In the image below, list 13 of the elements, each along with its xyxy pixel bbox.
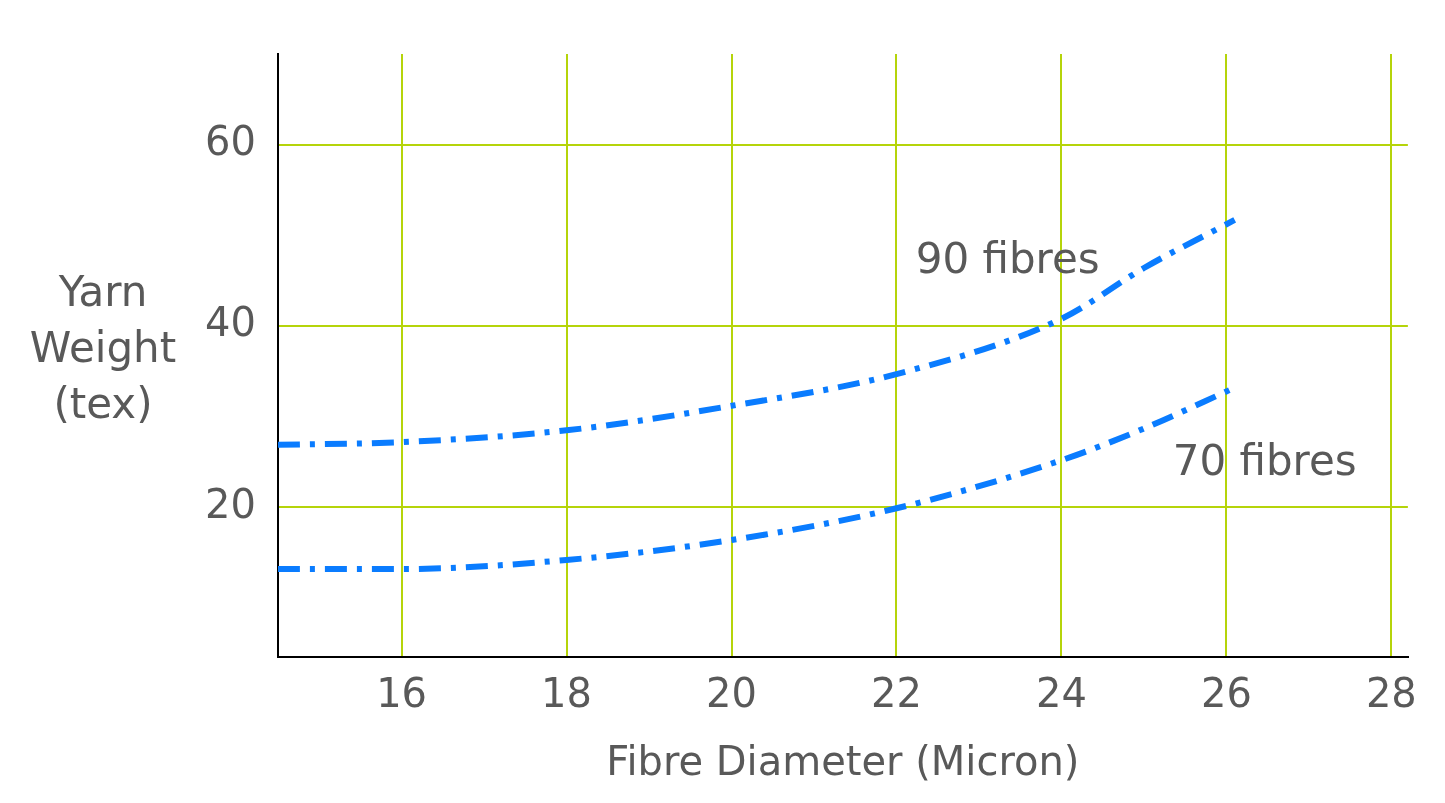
x-tick-label: 22 bbox=[871, 670, 922, 717]
x-tick-label: 28 bbox=[1365, 670, 1417, 717]
series-label: 70 fibres bbox=[1172, 435, 1357, 485]
y-tick-label: 20 bbox=[204, 480, 256, 527]
y-tick-label: 60 bbox=[204, 118, 256, 165]
x-axis-title: Fibre Diameter (Micron) bbox=[606, 738, 1080, 785]
x-tick-label: 26 bbox=[1200, 670, 1252, 717]
y-tick-label: 40 bbox=[204, 299, 256, 346]
x-tick-label: 16 bbox=[376, 670, 428, 717]
x-tick-label: 20 bbox=[706, 670, 757, 717]
x-tick-label: 24 bbox=[1036, 670, 1087, 717]
x-tick-label: 18 bbox=[541, 670, 593, 717]
y-axis-title: Yarn Weight (tex) bbox=[29, 267, 177, 429]
